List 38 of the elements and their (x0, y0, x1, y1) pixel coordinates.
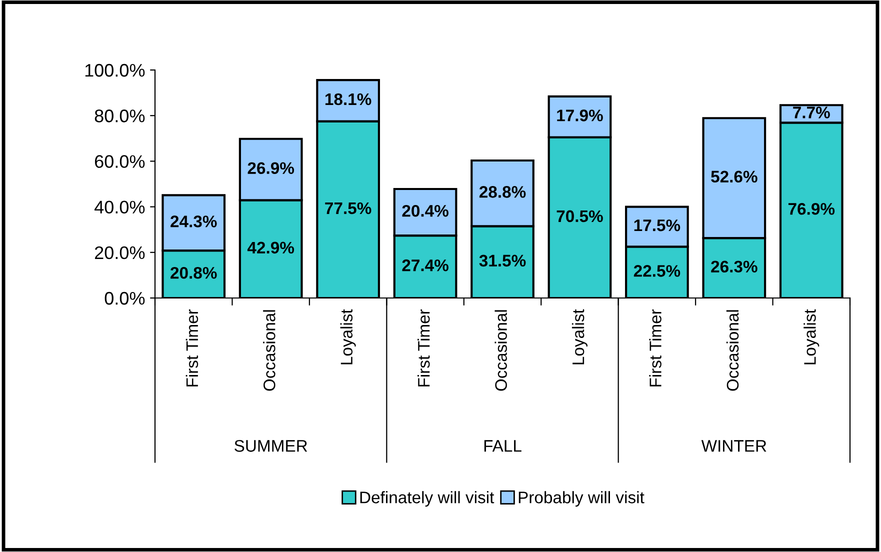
text: WINTER (701, 440, 766, 452)
text: SUMMER (234, 440, 308, 452)
y-tick-label: 40.0% (94, 200, 145, 214)
y-tick-label: 60.0% (95, 155, 145, 168)
legend-label: Probably will visit (518, 491, 644, 507)
y-tick-label: 100.0% (85, 64, 145, 77)
data-label: 76.9% (788, 203, 835, 215)
y-tick-label: 20.0% (94, 246, 145, 260)
x-tick-label: Loyalist (804, 309, 820, 364)
x-tick-label: Loyalist (340, 309, 356, 364)
y-tick-label: 80.0% (94, 110, 145, 122)
x-tick-label: First Timer (186, 309, 198, 386)
data-label: 17.9% (557, 110, 603, 122)
data-label: 17.5% (634, 219, 680, 232)
data-label: 22.5% (634, 265, 680, 277)
x-tick-label: Occasional (494, 310, 507, 391)
data-label: 77.5% (325, 202, 372, 214)
data-label: 20.4% (402, 204, 448, 217)
data-label: 7.7% (793, 106, 830, 118)
x-tick-label: Occasional (726, 310, 739, 391)
y-tick-label: 0.0% (104, 292, 145, 305)
data-label: 27.4% (402, 259, 448, 272)
data-label: 42.9% (247, 242, 294, 254)
data-label: 70.5% (556, 210, 603, 222)
legend-label: Definately will visit (360, 491, 494, 507)
x-tick-label: First Timer (418, 309, 430, 386)
data-label: 26.9% (248, 162, 294, 174)
text: FALL (484, 440, 522, 452)
data-label: 28.8% (479, 186, 526, 198)
data-label: 24.3% (170, 216, 217, 228)
x-tick-label: First Timer (649, 309, 662, 386)
x-tick-label: Occasional (263, 310, 276, 391)
data-label: 18.1% (325, 93, 372, 106)
data-label: 31.5% (479, 254, 526, 267)
data-label: 52.6% (711, 170, 758, 183)
data-label: 20.8% (170, 266, 217, 279)
x-tick-label: Loyalist (572, 309, 588, 364)
data-label: 26.3% (711, 260, 758, 273)
